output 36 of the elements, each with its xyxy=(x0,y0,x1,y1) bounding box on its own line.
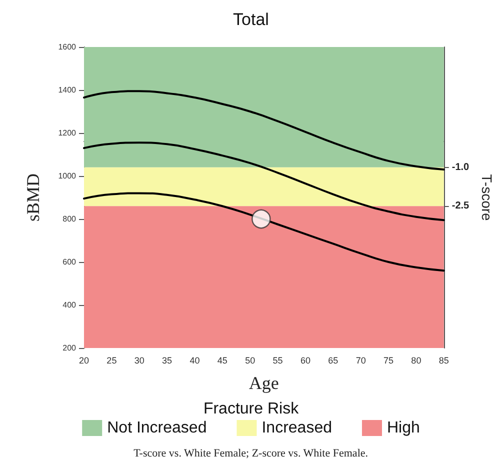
y-tick-label: 200 xyxy=(62,344,77,352)
y-axis-title: sBMD xyxy=(23,173,43,222)
x-tick-label: 70 xyxy=(356,356,366,366)
x-tick-label: 80 xyxy=(411,356,422,366)
x-tick-label: 85 xyxy=(438,356,449,366)
y-tick-label: 1400 xyxy=(58,86,77,94)
x-tick-label: 35 xyxy=(162,356,172,366)
chart-title: Total xyxy=(233,10,269,29)
x-tick-label: 60 xyxy=(300,356,310,366)
legend-label: Not Increased xyxy=(107,420,207,436)
line-series xyxy=(83,90,445,171)
y-tick-label: 800 xyxy=(62,214,77,224)
line-series xyxy=(83,192,445,272)
x-tick-label: 50 xyxy=(245,356,256,366)
y2-tick-label: -2.5 xyxy=(452,200,470,212)
x-tick-label: 65 xyxy=(328,356,338,366)
y-tick-label: 1000 xyxy=(58,172,77,180)
y2-tick-label: -1.0 xyxy=(452,162,470,173)
line-series xyxy=(83,142,445,222)
legend-title: Fracture Risk xyxy=(203,400,300,418)
x-tick-label: 25 xyxy=(106,356,117,366)
legend-label: High xyxy=(386,420,420,436)
y-tick-label: 1600 xyxy=(58,42,77,52)
y2-axis-title: T-score xyxy=(479,174,495,222)
x-tick-label: 30 xyxy=(134,356,144,366)
x-axis-title: Age xyxy=(248,373,279,393)
y-tick-label: 1200 xyxy=(58,128,77,138)
legend-label: Increased xyxy=(262,420,332,436)
x-tick-label: 75 xyxy=(383,356,394,366)
text: T-score vs. White Female; Z-score vs. White Female. xyxy=(134,448,368,460)
y-tick-label: 600 xyxy=(62,258,77,266)
x-tick-label: 45 xyxy=(217,356,228,366)
x-tick-label: 20 xyxy=(78,356,90,366)
y-tick-label: 400 xyxy=(62,300,77,310)
x-tick-label: 55 xyxy=(272,356,283,366)
x-tick-label: 40 xyxy=(190,356,200,366)
